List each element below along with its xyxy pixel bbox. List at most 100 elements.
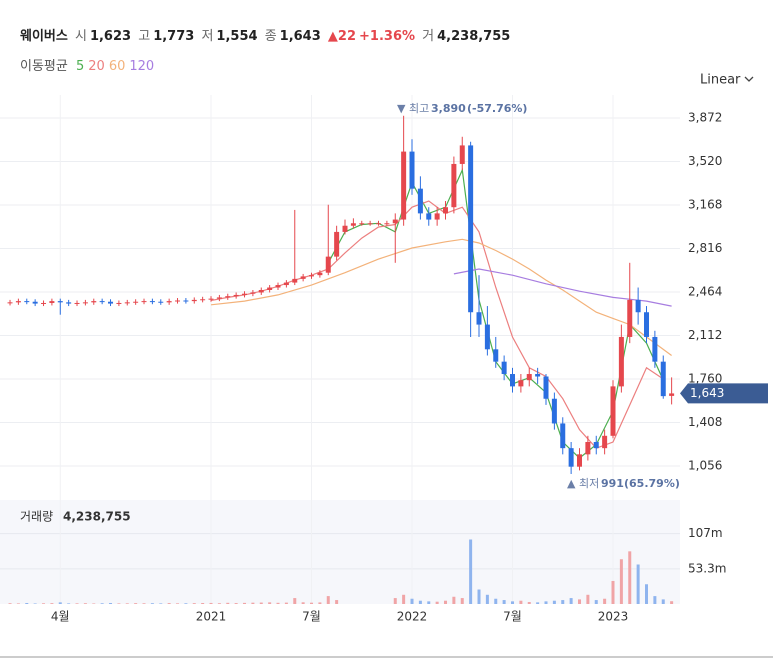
volume-bar [603,598,607,604]
volume-bar [326,596,330,604]
value: 1,623 [89,29,132,44]
candle-body [32,301,38,304]
candle-body [367,223,373,225]
candle-body [560,423,566,449]
chevron[interactable] [744,76,754,82]
volume-bar [502,600,506,604]
candle-body [392,219,398,224]
candle-body [417,188,423,214]
candle-body [585,441,591,455]
candle-body [66,302,72,304]
y-tick-label: 1,408 [688,415,722,429]
candle-body [216,297,222,299]
candle-body [233,294,239,297]
value: 1,773 [153,29,195,44]
volume-bar [569,598,573,604]
candle-body [468,145,474,313]
candle-body [510,374,516,387]
candle-body [183,300,189,302]
label: 고 [138,29,151,44]
volume-bar [167,603,171,604]
candle-body [652,336,658,362]
volume-bar [519,600,523,604]
volume-bar [176,603,180,604]
volume-bar [284,602,288,604]
legend-entry: 5 [75,59,85,74]
x-tick-label: 4월 [51,610,70,624]
candle-body [267,287,273,290]
candle-body [359,223,365,225]
candle-body [158,301,164,303]
candle-body [124,302,130,304]
candle-body [618,336,624,387]
volume-bar [16,603,20,604]
candle-body [242,293,248,295]
volume-bar [310,602,314,604]
candle-body [15,301,21,303]
volume-bar [134,603,138,604]
candle-body [660,361,666,397]
volume-bar [335,600,339,604]
volume-bar [628,551,632,604]
last-price-label: 1,643 [690,386,724,400]
candle-body [116,302,122,304]
scale-select[interactable]: Linear [700,73,754,88]
candle-body [317,272,323,276]
y-tick-label: 3,520 [688,154,722,168]
y-tick-label: 2,464 [688,284,722,298]
annotation-text: ▲ 최저 [567,477,599,490]
candle-body [426,213,432,220]
volume-bar [552,600,556,604]
label: 저 [201,29,214,44]
value: 1,554 [216,29,258,44]
volume-bar [653,596,657,604]
volume-bar [150,603,154,604]
ma-legend: 이동평균 5 20 60 120 [20,55,158,74]
candle-body [526,374,532,381]
value: 1,643 [279,29,321,44]
candle-body [41,302,47,304]
candle-body [57,301,63,303]
volume-bar [201,603,205,604]
volume-title: 거래량 [20,510,53,524]
volume-bar [452,596,456,604]
candle-body [149,301,155,303]
annotation-value: 3,890 [431,102,466,115]
volume-bar [460,598,464,604]
value: 4,238,755 [437,29,511,44]
min-annotation: ▲ 최저 991 (65.79%) [567,477,680,490]
volume-bar [58,602,62,604]
x-tick-label: 2021 [196,610,227,624]
volume-bar [494,598,498,604]
candle-body [518,380,524,387]
ma-line [210,200,664,449]
label: 종 [264,29,277,44]
candle-body [166,301,172,303]
candle-body [49,301,55,303]
y-tick-label: 1,056 [688,458,722,472]
volume-bar [75,603,79,604]
volume-bar [243,602,247,604]
volume-bar [561,600,565,604]
candle-body [82,302,88,304]
candle-body [627,299,633,337]
volume-bar [402,594,406,604]
candle-body [476,312,482,325]
volume-bar [100,603,104,604]
candle-body [275,285,281,288]
volume-bar [184,603,188,604]
volume-bar [511,601,515,604]
grid [0,95,680,604]
scale-label[interactable]: Linear [700,73,741,88]
volume-bar [217,603,221,604]
y-tick-label: 53.3m [688,561,726,575]
label: 시 [74,29,87,44]
x-tick-label: 7월 [503,610,522,624]
candle-body [141,301,147,303]
volume-bar [619,559,623,604]
candle-body [384,223,390,225]
candle-body [225,296,231,298]
candle-body [551,398,557,424]
volume-bar [209,602,213,604]
volume-bar [268,602,272,604]
